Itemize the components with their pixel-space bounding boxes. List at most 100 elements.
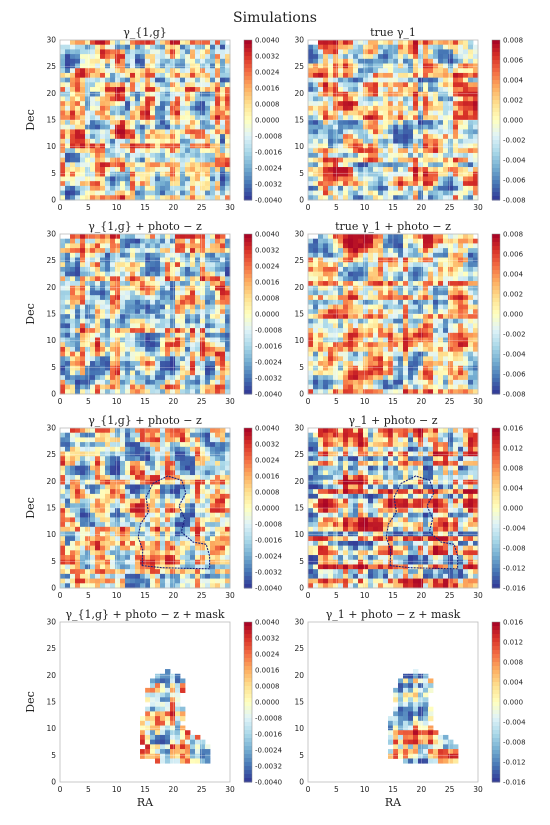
- heatmap-cell: [180, 243, 186, 249]
- heatmap-cell: [463, 304, 469, 310]
- heatmap-cell: [180, 105, 186, 111]
- heatmap-cell: [323, 87, 329, 93]
- heatmap-cell: [388, 351, 394, 357]
- heatmap-cell: [433, 54, 439, 60]
- heatmap-cell: [388, 96, 394, 102]
- heatmap-cell: [90, 384, 96, 390]
- heatmap-cell: [388, 285, 394, 291]
- heatmap-cell: [433, 281, 439, 287]
- heatmap-cell: [318, 346, 324, 353]
- heatmap-cell: [115, 238, 121, 244]
- heatmap-cell: [413, 238, 419, 244]
- heatmap-cell: [190, 68, 196, 74]
- heatmap-cell: [438, 91, 444, 97]
- heatmap-cell: [408, 361, 414, 367]
- heatmap-cell: [110, 389, 116, 395]
- heatmap-cell: [75, 44, 81, 50]
- heatmap-cell: [383, 379, 389, 385]
- heatmap-cell: [473, 176, 479, 182]
- colorbar-segment: [492, 148, 500, 153]
- heatmap-cell: [368, 379, 374, 385]
- heatmap-cell: [333, 323, 339, 329]
- heatmap-cell: [105, 271, 111, 277]
- heatmap-cell: [170, 290, 176, 296]
- heatmap-cell: [215, 77, 221, 83]
- heatmap-cell: [428, 262, 434, 268]
- colorbar-segment: [492, 362, 500, 367]
- heatmap-cell: [60, 318, 66, 324]
- heatmap-cell: [175, 365, 181, 371]
- heatmap-cell: [140, 314, 146, 320]
- heatmap-cell: [453, 351, 459, 357]
- heatmap-cell: [205, 77, 211, 83]
- heatmap-cell: [195, 138, 201, 144]
- heatmap-cell: [348, 304, 354, 310]
- heatmap-cell: [135, 252, 141, 258]
- heatmap-cell: [175, 148, 181, 154]
- colorbar-tick-label: 0.000: [503, 311, 523, 319]
- heatmap-cell: [75, 152, 81, 159]
- heatmap-cell: [100, 370, 106, 376]
- heatmap-cell: [145, 238, 151, 244]
- heatmap-cell: [378, 356, 384, 362]
- heatmap-cell: [60, 157, 66, 163]
- heatmap-cell: [443, 44, 449, 50]
- heatmap-cell: [443, 181, 449, 187]
- heatmap-cell: [200, 384, 206, 390]
- heatmap-cell: [180, 266, 186, 273]
- heatmap-cell: [135, 332, 141, 338]
- heatmap-cell: [318, 96, 324, 102]
- heatmap-cell: [398, 157, 404, 163]
- heatmap-cell: [80, 337, 86, 343]
- heatmap-cell: [110, 337, 116, 343]
- heatmap-cell: [215, 54, 221, 60]
- heatmap-cell: [100, 351, 106, 357]
- heatmap-cell: [313, 243, 319, 249]
- heatmap-cell: [333, 389, 339, 395]
- heatmap-cell: [363, 304, 369, 310]
- heatmap-cell: [110, 299, 116, 305]
- heatmap-cell: [353, 82, 359, 88]
- heatmap-cell: [413, 195, 419, 201]
- heatmap-cell: [180, 195, 186, 201]
- heatmap-cell: [323, 77, 329, 83]
- heatmap-cell: [200, 58, 206, 64]
- heatmap-cell: [393, 271, 399, 277]
- colorbar-segment: [244, 88, 252, 93]
- heatmap-cell: [75, 356, 81, 362]
- heatmap-cell: [90, 243, 96, 249]
- heatmap-cell: [200, 337, 206, 343]
- heatmap-cell: [165, 110, 171, 116]
- panel-title: γ_{1,g} + photo − z: [88, 414, 202, 427]
- heatmap-cell: [363, 281, 369, 287]
- heatmap-cell: [190, 384, 196, 390]
- heatmap-cell: [473, 143, 479, 149]
- heatmap-cell: [413, 77, 419, 83]
- heatmap-cell: [423, 234, 429, 240]
- heatmap-cell: [115, 190, 121, 196]
- colorbar-segment: [244, 48, 252, 53]
- colorbar-segment: [244, 172, 252, 177]
- y-tick-label: 5: [299, 363, 304, 372]
- heatmap-cell: [363, 257, 369, 263]
- heatmap-cell: [453, 243, 459, 249]
- heatmap-cell: [308, 91, 314, 97]
- heatmap-cell: [210, 314, 216, 320]
- heatmap-cell: [328, 295, 334, 301]
- heatmap-cell: [80, 384, 86, 390]
- heatmap-cell: [205, 337, 211, 343]
- heatmap-cell: [65, 77, 71, 83]
- heatmap-cell: [403, 314, 409, 320]
- heatmap-cell: [343, 176, 349, 182]
- heatmap-cell: [165, 167, 171, 173]
- heatmap-cell: [438, 271, 444, 277]
- heatmap-cell: [115, 384, 121, 390]
- heatmap-cell: [423, 124, 429, 130]
- heatmap-cell: [205, 370, 211, 376]
- heatmap-cell: [135, 356, 141, 362]
- colorbar-segment: [244, 278, 252, 283]
- heatmap-cell: [398, 299, 404, 305]
- heatmap-cell: [363, 87, 369, 93]
- heatmap-cell: [120, 257, 126, 263]
- heatmap-cell: [353, 361, 359, 367]
